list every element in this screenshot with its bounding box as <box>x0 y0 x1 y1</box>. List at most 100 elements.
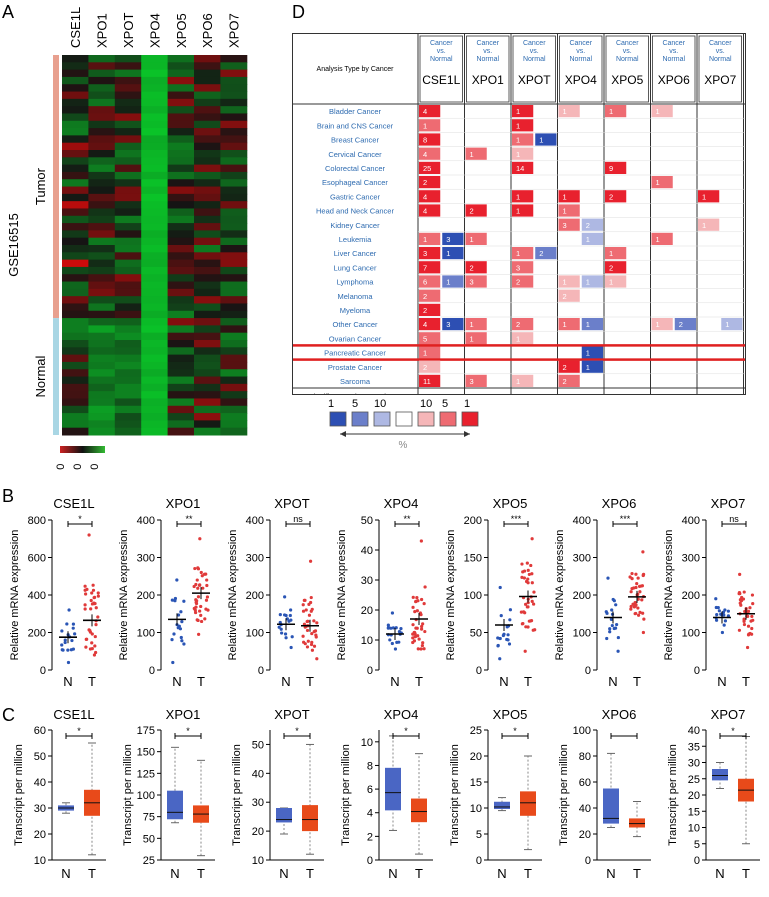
heatmap-cell <box>62 325 89 334</box>
scatter-point <box>199 613 203 618</box>
heatmap-cell <box>62 208 89 217</box>
heatmap-cell <box>220 245 248 253</box>
scatter-point <box>414 600 418 604</box>
oncomine-legend: 1 5 10 10 5 1% <box>328 398 479 451</box>
scatter-point <box>176 626 180 630</box>
heatmap-cell <box>62 274 89 283</box>
oncomine-cell <box>698 218 720 231</box>
oncomine-cell <box>419 289 441 302</box>
scatter-point <box>526 601 530 605</box>
y-tick-label: 20 <box>252 826 264 838</box>
oncomine-cell-count: 1 <box>423 121 427 130</box>
heatmap-cell <box>141 325 169 334</box>
panel-c-label: C <box>2 705 15 725</box>
y-tick-label: 200 <box>464 515 482 527</box>
x-category-label: N <box>715 866 724 881</box>
oncomine-cell-count: 4 <box>423 107 427 116</box>
scatter-point <box>193 610 198 615</box>
y-tick-label: 15 <box>688 806 700 818</box>
scatter-point <box>507 642 512 646</box>
scatter-point <box>422 602 426 606</box>
y-tick-label: 25 <box>470 725 482 737</box>
gene-column-label: XPO6 <box>658 73 690 87</box>
scatter-point <box>634 585 638 590</box>
heatmap-cell <box>220 281 248 290</box>
heatmap-cell <box>141 135 169 144</box>
scatter-point <box>194 605 198 609</box>
heatmap-cell <box>141 150 169 158</box>
heatmap-cell <box>141 347 169 356</box>
heatmap-cell <box>114 230 142 239</box>
heatmap-cell <box>141 245 169 253</box>
oncomine-cell-count: 2 <box>586 221 590 230</box>
scatter-point <box>176 613 181 617</box>
cancer-row-label: Leukemia <box>339 235 372 244</box>
gene-column-header <box>652 35 696 103</box>
heatmap-cell <box>167 391 195 399</box>
heatmap-cell <box>194 405 221 414</box>
cancer-row-label: Sarcoma <box>340 377 371 386</box>
heatmap-cell <box>220 113 248 122</box>
scatter-point <box>73 632 77 636</box>
oncomine-cell <box>465 332 487 345</box>
heatmap-cell <box>167 76 195 85</box>
oncomine-cell-count: 3 <box>470 278 474 287</box>
scatter-point <box>198 609 202 613</box>
y-axis-label: Transcript per million <box>558 744 570 846</box>
col-sub-label: Cancer <box>476 40 499 47</box>
significant-down-count: 3 <box>544 392 548 394</box>
heatmap-cell <box>114 427 142 436</box>
heatmap-cell <box>220 91 248 100</box>
heatmap-cell <box>194 296 221 304</box>
scatter-point <box>737 628 742 632</box>
heatmap-cell <box>88 98 116 107</box>
oncomine-cell-count: 14 <box>516 164 524 173</box>
oncomine-cell <box>535 247 557 260</box>
y-tick-label: 30 <box>688 758 700 770</box>
heatmap-cell <box>194 84 221 93</box>
oncomine-cell-count: 1 <box>539 136 543 145</box>
oncomine-cell-count: 2 <box>563 377 567 386</box>
y-tick-label: 50 <box>34 751 46 763</box>
oncomine-cell <box>465 204 487 217</box>
heatmap-cell <box>167 245 195 253</box>
cancer-row-label: Breast Cancer <box>331 136 379 145</box>
oncomine-cell <box>605 161 627 174</box>
heatmap-cell <box>141 62 169 71</box>
oncomine-cell-count: 1 <box>563 320 567 329</box>
scatter-point <box>420 597 424 602</box>
x-category-label: N <box>61 866 70 881</box>
heatmap-cell <box>88 135 116 144</box>
scatter-point <box>313 629 318 633</box>
heatmap-cell <box>141 361 169 370</box>
col-sub-label: vs. <box>623 48 632 55</box>
col-sub-label: Normal <box>662 56 685 63</box>
heatmap-cell <box>194 91 221 100</box>
significance-mark: * <box>731 726 735 736</box>
heatmap-cell <box>167 186 195 195</box>
heatmap-cell <box>114 208 142 217</box>
heatmap-cell <box>62 91 89 100</box>
col-sub-label: vs. <box>716 48 725 55</box>
heatmap-cell <box>141 427 169 436</box>
heatmap-cell <box>88 310 116 319</box>
y-tick-label: 400 <box>246 515 264 527</box>
oncomine-cell-count: 6 <box>423 278 427 287</box>
oncomine-cell-count: 2 <box>516 320 520 329</box>
heatmap-cell <box>194 391 221 399</box>
scatter-point <box>386 623 390 627</box>
y-tick-label: 400 <box>28 590 46 602</box>
heatmap-cell <box>114 69 142 78</box>
heatmap-cell <box>88 252 116 261</box>
heatmap-cell <box>167 237 195 246</box>
scatter-point <box>90 632 94 636</box>
heatmap-cell <box>114 106 142 114</box>
cancer-row-label: Colorectal Cancer <box>325 164 386 173</box>
scatter-point <box>714 597 718 601</box>
scatter-point <box>94 622 98 627</box>
scatter-point <box>194 601 199 606</box>
y-tick-label: 50 <box>252 739 264 751</box>
scatter-point <box>92 596 96 600</box>
heatmap-cell <box>88 62 116 71</box>
oncomine-cell <box>465 374 487 387</box>
